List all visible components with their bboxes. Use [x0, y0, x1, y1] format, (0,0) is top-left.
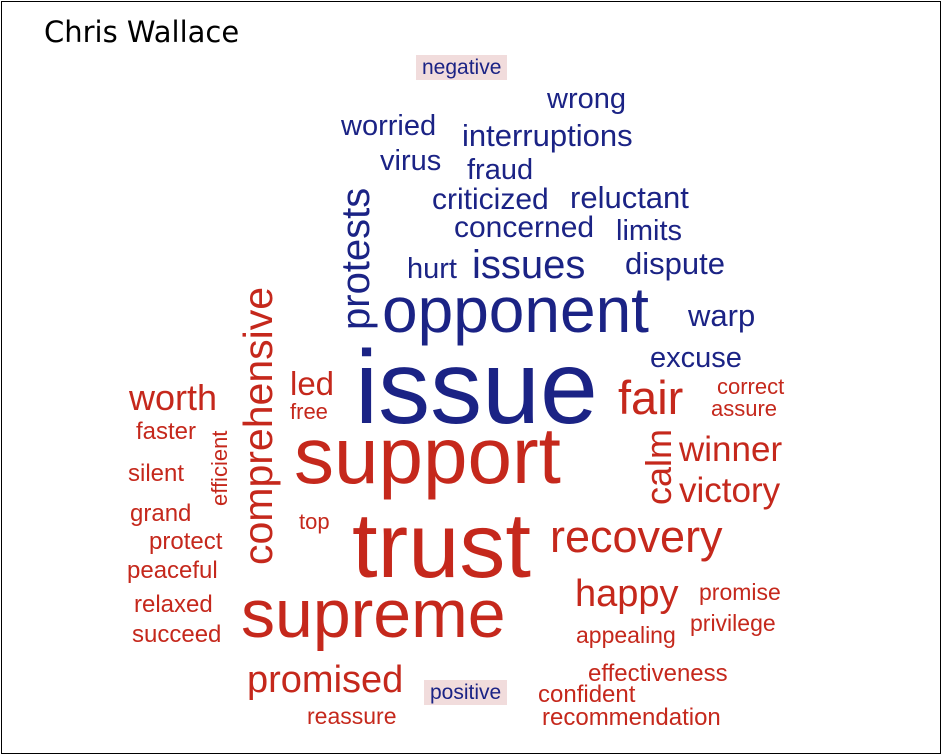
word-opponent: opponent: [382, 274, 649, 346]
positive-legend-label: positive: [424, 680, 508, 705]
word-reluctant: reluctant: [570, 180, 689, 215]
word-trust: trust: [352, 495, 531, 597]
word-promised: promised: [247, 659, 404, 701]
word-virus: virus: [380, 145, 442, 177]
word-peaceful: peaceful: [127, 557, 218, 584]
word-free: free: [290, 399, 328, 424]
word-concerned: concerned: [454, 211, 595, 244]
word-reassure: reassure: [307, 703, 397, 729]
word-victory: victory: [679, 471, 781, 510]
word-support: support: [294, 411, 561, 500]
word-correct: correct: [717, 374, 785, 399]
word-recovery: recovery: [550, 511, 723, 562]
word-fraud: fraud: [467, 154, 534, 186]
word-assure: assure: [711, 396, 778, 421]
word-hurt: hurt: [407, 253, 457, 285]
word-worth: worth: [129, 377, 218, 418]
word-winner: winner: [679, 430, 783, 469]
word-effectiveness: effectiveness: [588, 660, 728, 687]
word-led: led: [290, 365, 335, 402]
word-protests: protests: [334, 187, 378, 330]
word-protect: protect: [149, 528, 223, 555]
word-top: top: [299, 509, 330, 534]
word-happy: happy: [575, 573, 679, 615]
word-appealing: appealing: [576, 622, 676, 648]
word-worried: worried: [341, 110, 437, 142]
figure-title: Chris Wallace: [44, 15, 240, 49]
negative-legend-label: negative: [416, 55, 508, 80]
word-issues: issues: [472, 243, 586, 287]
word-wrong: wrong: [547, 83, 626, 115]
word-interruptions: interruptions: [462, 118, 633, 153]
word-confident: confident: [538, 681, 636, 708]
word-fair: fair: [618, 371, 684, 424]
word-promise: promise: [699, 579, 781, 605]
word-issue: issue: [355, 330, 598, 446]
word-supreme: supreme: [241, 576, 506, 652]
word-dispute: dispute: [625, 246, 725, 281]
word-recommendation: recommendation: [542, 704, 721, 731]
word-silent: silent: [128, 460, 185, 487]
word-comprehensive: comprehensive: [235, 286, 281, 565]
word-excuse: excuse: [650, 342, 742, 374]
word-calm: calm: [638, 428, 679, 505]
word-criticized: criticized: [432, 183, 549, 216]
word-privilege: privilege: [690, 610, 776, 636]
word-grand: grand: [130, 500, 192, 527]
word-warp: warp: [688, 298, 756, 333]
word-limits: limits: [616, 215, 683, 247]
word-faster: faster: [136, 418, 197, 445]
word-efficient: efficient: [207, 430, 232, 506]
word-relaxed: relaxed: [134, 591, 213, 618]
word-succeed: succeed: [132, 621, 222, 648]
